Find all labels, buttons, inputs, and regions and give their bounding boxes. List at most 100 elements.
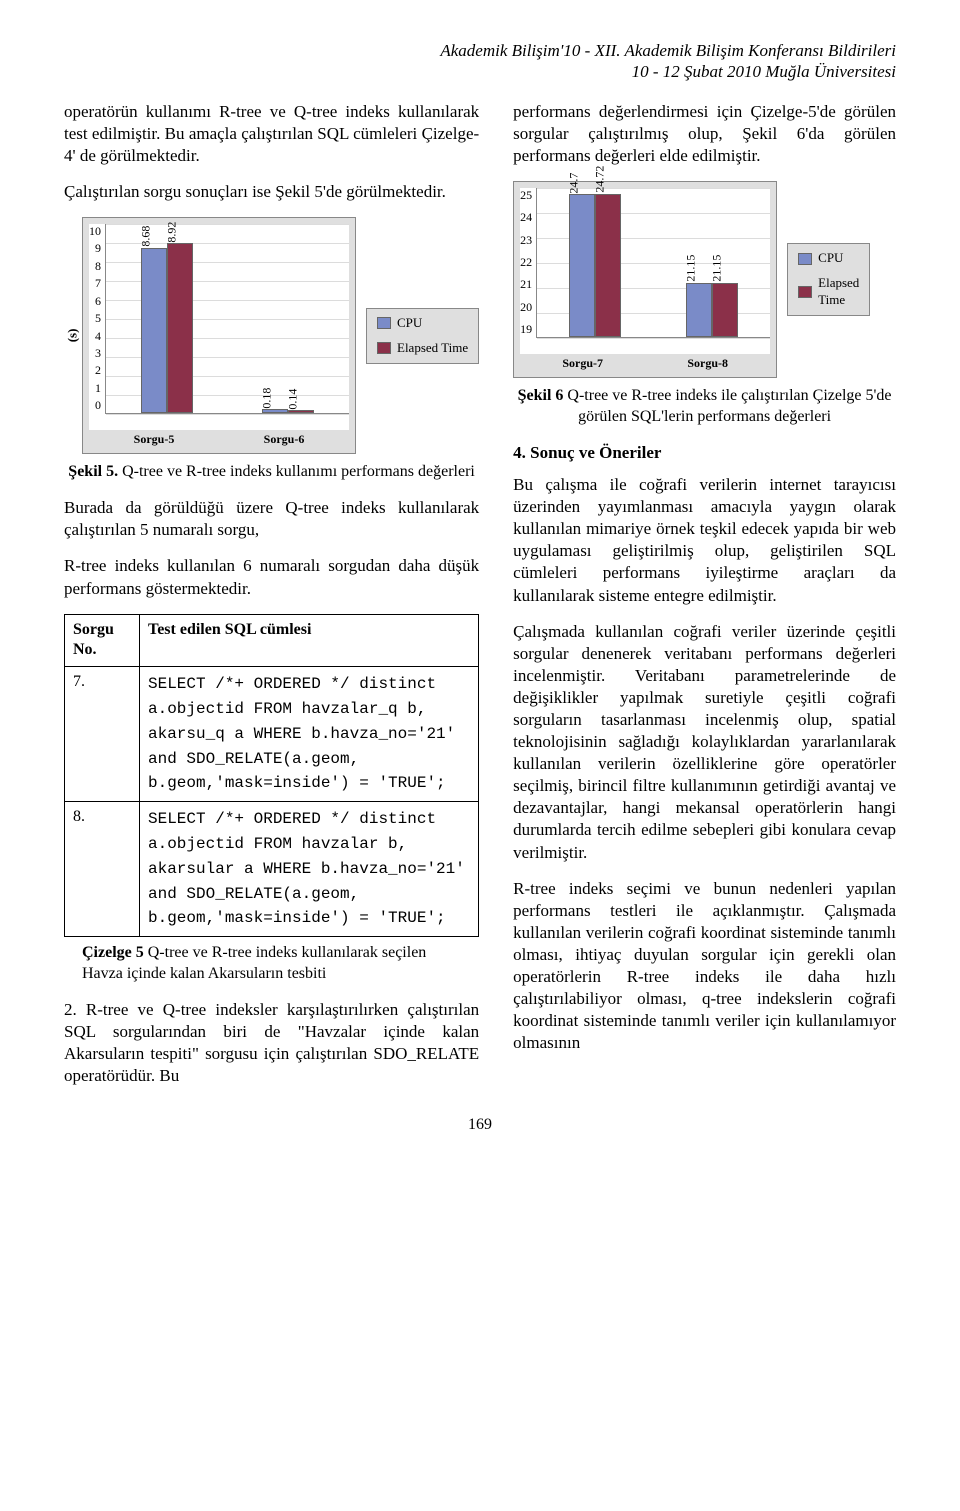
right-column: performans değerlendirmesi için Çizelge-… [513,101,896,1102]
y-tick-label: 21 [520,277,532,293]
chart6-plot-wrap: 25242322212019 24.724.7221.1521.15 Sorgu… [513,181,777,379]
bar-value-label: 21.15 [709,255,725,282]
running-header-line1: Akademik Bilişim'10 - XII. Akademik Bili… [440,41,896,60]
y-tick-label: 25 [520,188,532,204]
page-number: 169 [64,1115,896,1136]
bar-value-label: 8.68 [138,226,154,247]
legend-swatch [377,342,391,354]
bar-elapsed: 21.15 [712,283,738,337]
table-cell-sql: SELECT /*+ ORDERED */ distinct a.objecti… [140,802,479,937]
table-row: 7. SELECT /*+ ORDERED */ distinct a.obje… [65,667,479,802]
fig5-caption-rest: Q-tree ve R-tree indeks kullanımı perfor… [118,463,475,480]
y-tick-label: 10 [89,224,101,240]
legend-swatch [798,253,812,265]
chart6-bars-area: 24.724.7221.1521.15 [536,188,770,338]
figure-5-caption: Şekil 5. Q-tree ve R-tree indeks kullanı… [64,462,479,483]
fig6-caption-bold: Şekil 6 [518,387,564,404]
y-tick-label: 8 [95,259,101,275]
figure-6-chart: 25242322212019 24.724.7221.1521.15 Sorgu… [513,181,896,379]
left-p2: Çalıştırılan sorgu sonuçları ise Şekil 5… [64,181,479,203]
chart5-legend: CPU Elapsed Time [366,308,479,364]
chart6-x-ticks: Sorgu-7 Sorgu-8 [520,356,770,372]
table-cell-sql: SELECT /*+ ORDERED */ distinct a.objecti… [140,667,479,802]
table-row: Sorgu No. Test edilen SQL cümlesi [65,614,479,667]
x-tick-label: Sorgu-6 [264,432,305,448]
legend-label: Elapsed Time [818,275,859,309]
left-p4: R-tree indeks kullanılan 6 numaralı sorg… [64,555,479,599]
bar-group: 21.1521.15 [686,283,738,337]
right-p1: performans değerlendirmesi için Çizelge-… [513,101,896,167]
chart5-y-label: (s) [64,217,82,455]
table-cell-no: 7. [65,667,140,802]
left-p1: operatörün kullanımı R-tree ve Q-tree in… [64,101,479,167]
y-tick-label: 4 [95,329,101,345]
y-tick-label: 24 [520,210,532,226]
y-tick-label: 1 [95,381,101,397]
legend-label: CPU [397,315,422,332]
legend-swatch [798,286,812,298]
section-heading-4: 4. Sonuç ve Öneriler [513,442,896,464]
right-p3: Çalışmada kullanılan coğrafi veriler üze… [513,621,896,864]
chart5-x-ticks: Sorgu-5 Sorgu-6 [89,432,349,448]
table5-caption-bold: Çizelge 5 [82,944,144,961]
figure-5-chart: (s) 109876543210 8.688.920.180.14 Sorgu-… [64,217,479,455]
left-p5: 2. R-tree ve Q-tree indeksler karşılaştı… [64,999,479,1087]
y-tick-label: 9 [95,241,101,257]
y-tick-label: 23 [520,233,532,249]
y-tick-label: 6 [95,294,101,310]
legend-item: Elapsed Time [377,340,468,357]
bar-value-label: 24.7 [567,172,583,193]
bar-cpu: 8.68 [141,248,167,413]
bar-group: 0.180.14 [262,409,314,412]
chart5-plot-wrap: 109876543210 8.688.920.180.14 Sorgu-5Sor… [82,217,356,455]
table-5-caption: Çizelge 5 Q-tree ve R-tree indeks kullan… [82,943,469,985]
x-tick-label: Sorgu-8 [687,356,728,372]
table-header-sql: Test edilen SQL cümlesi [140,614,479,667]
legend-item: CPU [798,250,859,267]
chart6-legend: CPU Elapsed Time [787,243,870,316]
fig5-caption-bold: Şekil 5. [68,463,118,480]
left-p3: Burada da görüldüğü üzere Q-tree indeks … [64,497,479,541]
table-row: 8. SELECT /*+ ORDERED */ distinct a.obje… [65,802,479,937]
legend-swatch [377,317,391,329]
bar-group: 24.724.72 [569,194,621,337]
chart6-y-ticks: 25 24 23 22 21 20 19 [520,188,536,338]
chart5-bars-area: 8.688.920.180.14 [105,224,349,414]
x-tick-label: Sorgu-5 [134,432,175,448]
bar-elapsed: 24.72 [595,194,621,337]
bar-value-label: 24.72 [593,166,609,193]
legend-label: Elapsed Time [397,340,468,357]
y-tick-label: 5 [95,311,101,327]
table-cell-no: 8. [65,802,140,937]
bar-elapsed: 0.14 [288,410,314,413]
right-p4: R-tree indeks seçimi ve bunun nedenleri … [513,878,896,1055]
bar-value-label: 0.14 [286,388,302,409]
y-tick-label: 22 [520,255,532,271]
y-tick-label: 2 [95,363,101,379]
legend-item: Elapsed Time [798,275,859,309]
bar-group: 8.688.92 [141,243,193,412]
y-tick-label: 7 [95,276,101,292]
sql-table: Sorgu No. Test edilen SQL cümlesi 7. SEL… [64,614,479,938]
legend-item: CPU [377,315,468,332]
y-tick-label: 19 [520,322,532,338]
figure-6-caption: Şekil 6 Q-tree ve R-tree indeks ile çalı… [513,386,896,428]
bar-cpu: 24.7 [569,194,595,337]
running-header: Akademik Bilişim'10 - XII. Akademik Bili… [64,40,896,83]
bar-cpu: 0.18 [262,409,288,412]
right-p2: Bu çalışma ile coğrafi verilerin interne… [513,474,896,607]
y-tick-label: 3 [95,346,101,362]
y-tick-label: 20 [520,300,532,316]
bar-value-label: 0.18 [260,387,276,408]
legend-label: CPU [818,250,843,267]
bar-value-label: 8.92 [164,221,180,242]
bar-elapsed: 8.92 [167,243,193,412]
bar-value-label: 21.15 [683,255,699,282]
fig6-caption-rest: Q-tree ve R-tree indeks ile çalıştırılan… [563,387,891,425]
bar-cpu: 21.15 [686,283,712,337]
running-header-line2: 10 - 12 Şubat 2010 Muğla Üniversitesi [632,62,896,81]
left-column: operatörün kullanımı R-tree ve Q-tree in… [64,101,479,1102]
x-tick-label: Sorgu-7 [562,356,603,372]
table-header-no: Sorgu No. [65,614,140,667]
chart5-y-ticks: 109876543210 [89,224,105,414]
